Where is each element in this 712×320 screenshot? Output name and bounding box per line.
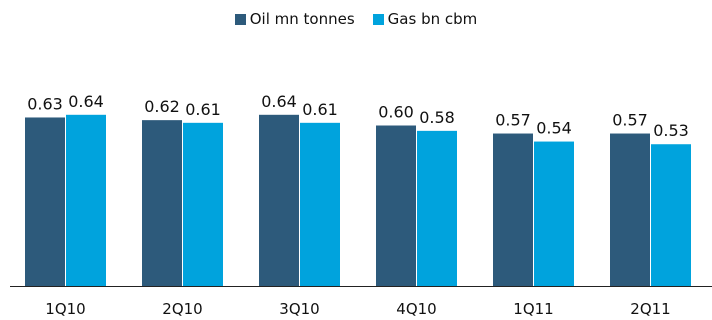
legend-label-oil: Oil mn tonnes (249, 10, 355, 28)
legend-label-gas: Gas bn cbm (387, 10, 478, 28)
x-tick-label: 4Q10 (396, 300, 436, 318)
bar-oil-1Q11 (493, 133, 533, 286)
legend-swatch-oil (234, 13, 246, 25)
bar-gas-4Q10 (417, 130, 457, 286)
data-label-gas-1Q10: 0.64 (68, 92, 104, 111)
data-label-oil-2Q11: 0.57 (612, 111, 648, 130)
x-tick-label: 2Q10 (162, 300, 202, 318)
bar-oil-3Q10 (259, 114, 299, 286)
bar-gas-1Q11 (534, 141, 574, 286)
bar-oil-2Q11 (610, 133, 650, 286)
x-tick-label: 3Q10 (279, 300, 319, 318)
bar-gas-1Q10 (66, 114, 106, 286)
legend-item-oil: Oil mn tonnes (234, 10, 355, 28)
chart-legend: Oil mn tonnes Gas bn cbm (0, 10, 712, 28)
legend-item-gas: Gas bn cbm (372, 10, 478, 28)
bar-oil-1Q10 (25, 117, 65, 286)
bar-oil-2Q10 (142, 120, 182, 287)
x-tick-label: 1Q10 (45, 300, 85, 318)
data-label-oil-4Q10: 0.60 (378, 103, 414, 122)
data-label-oil-1Q11: 0.57 (495, 111, 531, 130)
x-tick-label: 2Q11 (630, 300, 670, 318)
data-label-gas-1Q11: 0.54 (536, 119, 572, 138)
data-label-gas-3Q10: 0.61 (302, 100, 338, 119)
bar-gas-2Q10 (183, 122, 223, 286)
data-label-gas-2Q10: 0.61 (185, 100, 221, 119)
data-label-gas-4Q10: 0.58 (419, 108, 455, 127)
bar-gas-2Q11 (651, 144, 691, 286)
data-label-oil-3Q10: 0.64 (261, 92, 297, 111)
x-tick-label: 1Q11 (513, 300, 553, 318)
data-label-oil-1Q10: 0.63 (27, 94, 63, 113)
legend-swatch-gas (372, 13, 384, 25)
data-label-gas-2Q11: 0.53 (653, 121, 689, 140)
data-label-oil-2Q10: 0.62 (144, 97, 180, 116)
bar-gas-3Q10 (300, 122, 340, 286)
bar-oil-4Q10 (376, 125, 416, 286)
